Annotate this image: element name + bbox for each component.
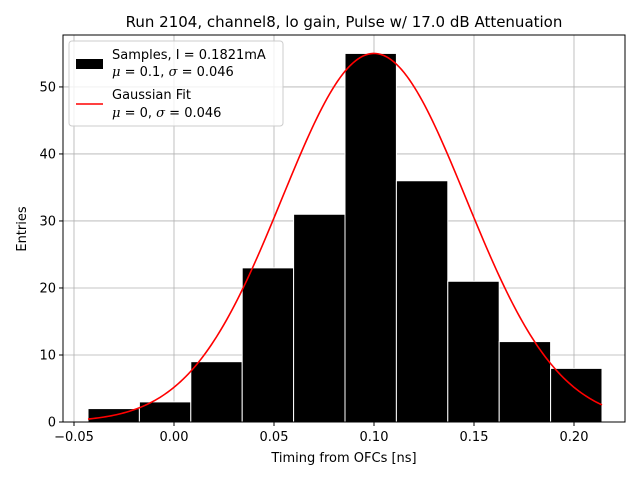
x-tick-label-3: 0.10: [360, 430, 389, 445]
y-tick-label-3: 30: [39, 214, 56, 229]
gaussian-fit-layer: [87, 52, 603, 420]
x-axis-label: Timing from OFCs [ns]: [270, 451, 416, 466]
legend-fit-sigma-value: = 0.046: [165, 106, 221, 121]
histogram-bar-6: [395, 180, 449, 423]
x-tick-label-1: 0.00: [160, 430, 189, 445]
x-tick-label-4: 0.15: [460, 430, 489, 445]
x-axis-ticks: −0.05 0.00 0.05 0.10 0.15 0.20: [54, 422, 588, 445]
x-tick-label-5: 0.20: [560, 430, 589, 445]
plot-frame: [62, 34, 626, 423]
y-tick-label-5: 50: [39, 80, 56, 95]
legend-fit-sigma: σ: [156, 106, 166, 121]
histogram-bar-5: [344, 52, 397, 423]
legend-samples-line1: Samples, I = 0.1821mA: [112, 48, 266, 63]
legend-samples-sigma-value: = 0.046: [177, 65, 233, 80]
legend-fit-mu: μ: [112, 106, 120, 121]
histogram-bar-7: [447, 280, 500, 423]
legend-samples-mu: μ: [112, 65, 120, 80]
histogram-bar-3: [241, 267, 295, 423]
legend: Samples, I = 0.1821mA μ = 0.1, σ = 0.046…: [68, 40, 284, 127]
legend-box: [68, 40, 284, 127]
legend-samples-sigma: σ: [169, 65, 179, 80]
y-tick-label-0: 0: [48, 416, 56, 431]
histogram-bars: [87, 52, 603, 423]
legend-fit-line2: μ = 0, σ = 0.046: [112, 106, 221, 121]
y-tick-label-4: 40: [39, 147, 56, 162]
legend-samples-mu-value: = 0.1,: [120, 65, 168, 80]
y-axis-label: Entries: [15, 206, 30, 252]
x-tick-label-0: −0.05: [54, 430, 94, 445]
gaussian-fit-curve: [87, 52, 603, 420]
x-tick-label-2: 0.05: [260, 430, 289, 445]
histogram-bar-9: [550, 367, 603, 423]
histogram-bar-4: [293, 213, 346, 423]
chart-title: Run 2104, channel8, lo gain, Pulse w/ 17…: [126, 13, 563, 31]
y-tick-label-2: 20: [39, 281, 56, 296]
histogram-bar-2: [190, 361, 243, 423]
legend-swatch-samples: [76, 59, 103, 69]
legend-samples-line2: μ = 0.1, σ = 0.046: [112, 65, 234, 80]
y-tick-label-1: 10: [39, 348, 56, 363]
y-axis-ticks: 0 10 20 30 40 50: [39, 80, 63, 431]
legend-fit-mu-value: = 0,: [120, 106, 156, 121]
legend-fit-line1: Gaussian Fit: [112, 88, 191, 103]
